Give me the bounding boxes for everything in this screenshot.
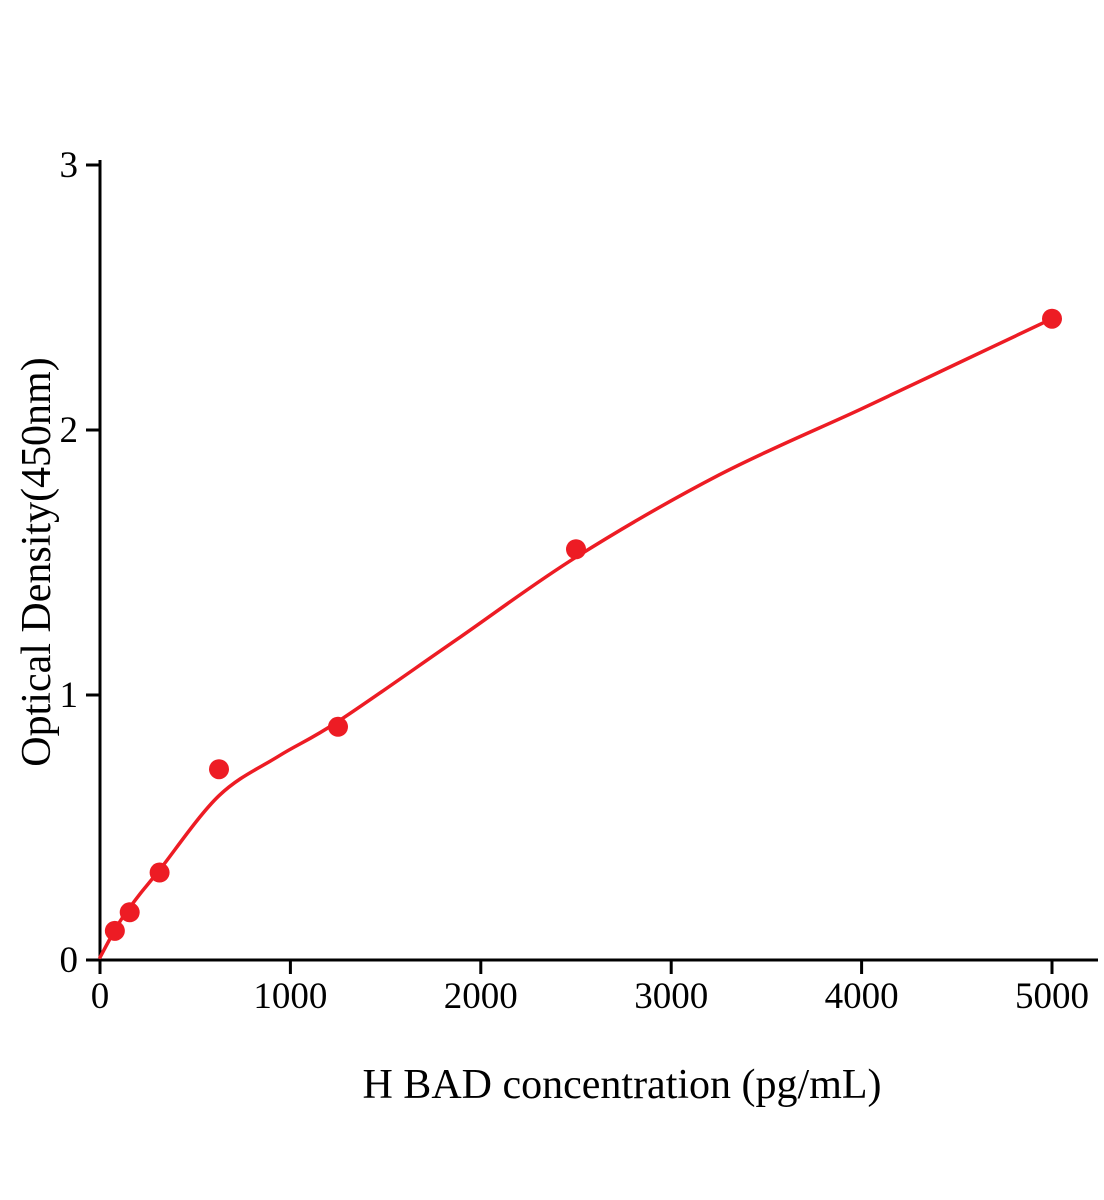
- y-axis-title: Optical Density(450nm): [14, 357, 60, 766]
- data-point: [104, 920, 125, 941]
- plot-layer: 0 1000 2000 3000 4000 5000 0 1 2 3: [60, 145, 1098, 1017]
- data-point: [328, 716, 348, 737]
- y-tick-label: 3: [60, 145, 79, 186]
- x-axis-title: H BAD concentration (pg/mL): [362, 1062, 881, 1108]
- data-point: [1042, 308, 1062, 329]
- data-point: [566, 539, 586, 560]
- x-tick-label: 5000: [1015, 976, 1089, 1017]
- y-tick-label: 2: [60, 410, 79, 451]
- data-point: [209, 759, 229, 780]
- y-tick-label: 0: [60, 940, 79, 981]
- x-tick-label: 0: [91, 976, 110, 1017]
- x-tick-label: 4000: [825, 976, 899, 1017]
- x-tick-label: 2000: [444, 976, 518, 1017]
- data-point: [119, 902, 140, 923]
- y-tick-label: 1: [60, 675, 79, 716]
- x-tick-label: 1000: [253, 976, 327, 1017]
- x-tick-label: 3000: [634, 976, 708, 1017]
- fit-curve: [98, 316, 1054, 960]
- data-point: [149, 862, 170, 883]
